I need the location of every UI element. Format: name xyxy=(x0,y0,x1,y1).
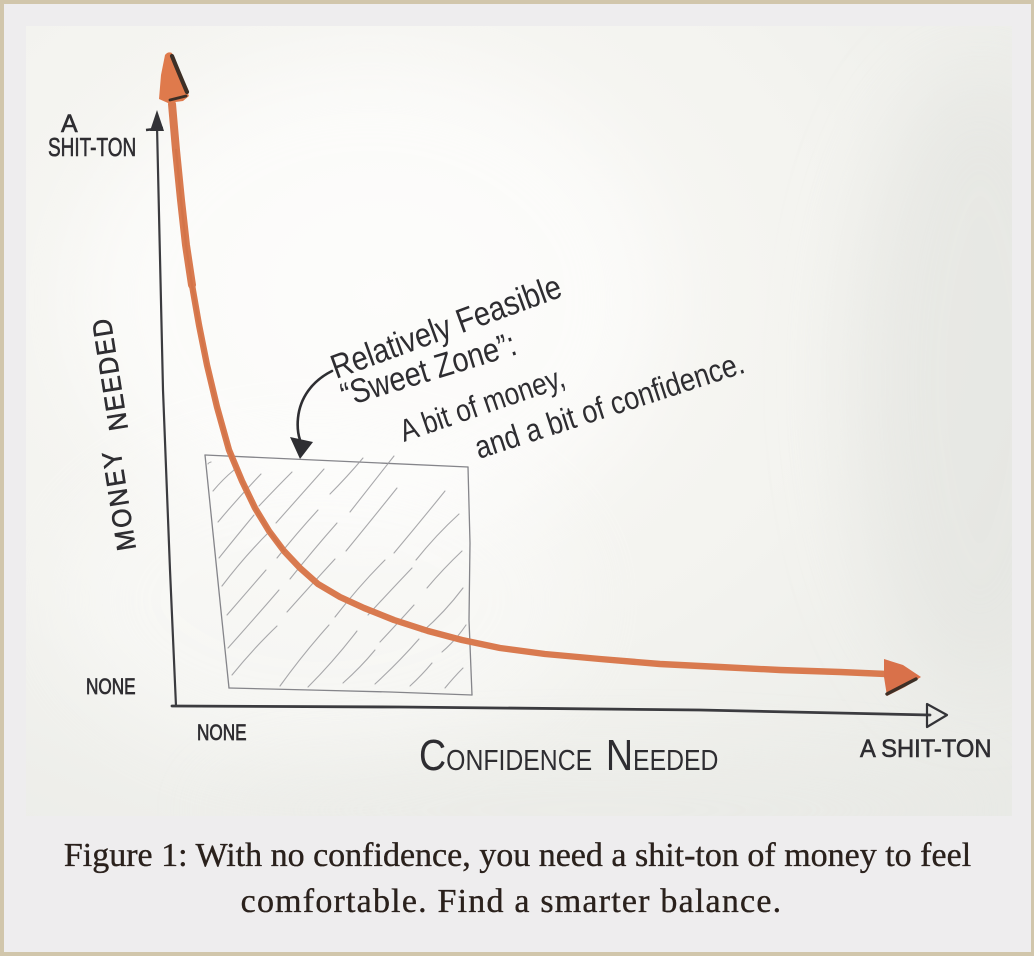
svg-text:SHIT-TON: SHIT-TON xyxy=(48,132,136,162)
svg-text:NONE: NONE xyxy=(197,721,247,746)
svg-text:NONE: NONE xyxy=(86,675,136,700)
svg-text:A SHIT-TON: A SHIT-TON xyxy=(860,735,991,763)
svg-text:A: A xyxy=(61,110,78,138)
